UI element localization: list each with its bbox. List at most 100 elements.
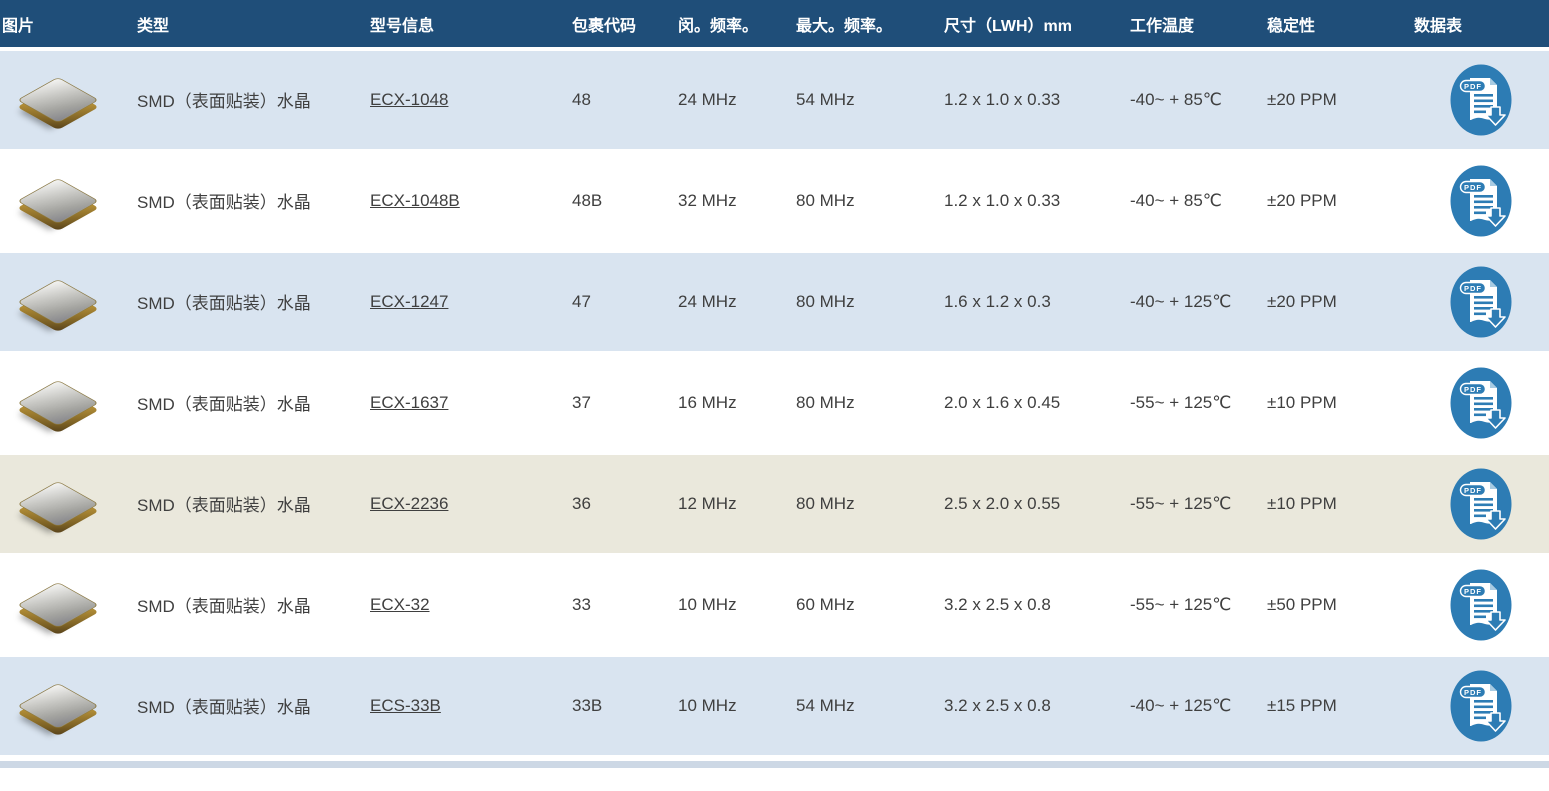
table-row: SMD（表面贴装）水晶 ECX-32 33 10 MHz 60 MHz 3.2 …: [0, 554, 1549, 657]
cell-stability: ±15 PPM: [1265, 655, 1412, 758]
cell-model: ECS-33B: [368, 655, 570, 758]
cell-datasheet: PDF: [1412, 655, 1549, 758]
pdf-badge-label: PDF: [1464, 385, 1482, 394]
product-table-body: SMD（表面贴装）水晶 ECX-1048 48 24 MHz 54 MHz 1.…: [0, 49, 1549, 758]
cell-max-frequency: 80 MHz: [794, 251, 942, 354]
cell-max-frequency: 80 MHz: [794, 150, 942, 253]
cell-dimensions: 2.5 x 2.0 x 0.55: [942, 453, 1128, 556]
model-link[interactable]: ECX-32: [370, 594, 430, 614]
model-link[interactable]: ECS-33B: [370, 695, 441, 715]
package-code-value: 36: [572, 493, 591, 513]
cell-image: [0, 352, 135, 455]
smd-crystal-photo: [12, 668, 108, 744]
type-label: SMD（表面贴装）水晶: [137, 92, 311, 112]
smd-crystal-photo: [12, 466, 108, 542]
cell-min-frequency: 24 MHz: [676, 49, 794, 152]
model-link[interactable]: ECX-1048B: [370, 190, 460, 210]
package-code-value: 33: [572, 594, 591, 614]
table-row: SMD（表面贴装）水晶 ECX-1637 37 16 MHz 80 MHz 2.…: [0, 352, 1549, 455]
type-label: SMD（表面贴装）水晶: [137, 294, 311, 313]
table-row: SMD（表面贴装）水晶 ECX-1247 47 24 MHz 80 MHz 1.…: [0, 251, 1549, 354]
pdf-badge: [1459, 382, 1486, 395]
min-frequency-value: 12 MHz: [678, 493, 737, 513]
cell-image: [0, 453, 135, 556]
cell-datasheet: PDF: [1412, 251, 1549, 354]
cell-type: SMD（表面贴装）水晶: [135, 251, 368, 354]
stability-value: ±15 PPM: [1267, 695, 1337, 715]
max-frequency-value: 54 MHz: [796, 89, 855, 109]
column-header-datasheet: 数据表: [1412, 0, 1549, 51]
pdf-document-fold: [1489, 481, 1497, 489]
cell-package-code: 33: [570, 554, 676, 657]
table-row: SMD（表面贴装）水晶 ECS-33B 33B 10 MHz 54 MHz 3.…: [0, 655, 1549, 758]
table-header: 图片 类型 型号信息 包裹代码 闵。频率。 最大。频率。 尺寸（LWH）mm 工…: [0, 0, 1549, 51]
column-header-package-code: 包裹代码: [570, 0, 676, 51]
cell-model: ECX-2236: [368, 453, 570, 556]
smd-crystal-photo: [12, 264, 108, 340]
model-link[interactable]: ECX-1247: [370, 291, 449, 311]
pdf-document-fold: [1489, 380, 1497, 388]
cell-type: SMD（表面贴装）水晶: [135, 453, 368, 556]
cell-package-code: 36: [570, 453, 676, 556]
cell-min-frequency: 16 MHz: [676, 352, 794, 455]
model-link[interactable]: ECX-1048: [370, 89, 449, 109]
min-frequency-value: 16 MHz: [678, 392, 737, 412]
model-link[interactable]: ECX-2236: [370, 493, 449, 513]
cell-dimensions: 2.0 x 1.6 x 0.45: [942, 352, 1128, 455]
cell-datasheet: PDF: [1412, 150, 1549, 253]
min-frequency-value: 24 MHz: [678, 291, 737, 311]
pdf-datasheet-icon[interactable]: PDF: [1450, 670, 1512, 742]
pdf-datasheet-icon[interactable]: PDF: [1450, 64, 1512, 136]
cell-type: SMD（表面贴装）水晶: [135, 150, 368, 253]
package-code-value: 37: [572, 392, 591, 412]
max-frequency-value: 54 MHz: [796, 695, 855, 715]
max-frequency-value: 60 MHz: [796, 594, 855, 614]
cell-min-frequency: 32 MHz: [676, 150, 794, 253]
package-code-value: 47: [572, 291, 591, 311]
column-header-type: 类型: [135, 0, 368, 51]
pdf-datasheet-icon[interactable]: PDF: [1450, 367, 1512, 439]
cell-package-code: 48: [570, 49, 676, 152]
operating-temperature-value: -40~ + 125℃: [1130, 291, 1232, 311]
pdf-datasheet-icon[interactable]: PDF: [1450, 165, 1512, 237]
type-label: SMD（表面贴装）水晶: [137, 597, 311, 616]
model-link[interactable]: ECX-1637: [370, 392, 449, 412]
cell-image: [0, 554, 135, 657]
operating-temperature-value: -40~ + 85℃: [1130, 190, 1222, 210]
package-code-value: 48B: [572, 190, 603, 210]
pdf-datasheet-icon[interactable]: PDF: [1450, 569, 1512, 641]
column-header-max-frequency: 最大。频率。: [794, 0, 942, 51]
cell-dimensions: 1.6 x 1.2 x 0.3: [942, 251, 1128, 354]
pdf-download-arrow-icon: [1484, 307, 1506, 328]
pdf-datasheet-icon[interactable]: PDF: [1450, 468, 1512, 540]
column-header-operating-temperature: 工作温度: [1128, 0, 1265, 51]
cell-dimensions: 1.2 x 1.0 x 0.33: [942, 150, 1128, 253]
stability-value: ±10 PPM: [1267, 392, 1337, 412]
pdf-datasheet-icon[interactable]: PDF: [1450, 266, 1512, 338]
cell-min-frequency: 10 MHz: [676, 655, 794, 758]
cell-operating-temperature: -40~ + 85℃: [1128, 150, 1265, 253]
cell-operating-temperature: -55~ + 125℃: [1128, 453, 1265, 556]
column-header-stability: 稳定性: [1265, 0, 1412, 51]
operating-temperature-value: -55~ + 125℃: [1130, 594, 1232, 614]
cell-max-frequency: 60 MHz: [794, 554, 942, 657]
max-frequency-value: 80 MHz: [796, 392, 855, 412]
operating-temperature-value: -40~ + 125℃: [1130, 695, 1232, 715]
stability-value: ±20 PPM: [1267, 89, 1337, 109]
type-label: SMD（表面贴装）水晶: [137, 193, 311, 212]
cell-type: SMD（表面贴装）水晶: [135, 554, 368, 657]
cell-min-frequency: 12 MHz: [676, 453, 794, 556]
cell-max-frequency: 54 MHz: [794, 655, 942, 758]
cell-stability: ±10 PPM: [1265, 352, 1412, 455]
cell-model: ECX-32: [368, 554, 570, 657]
crystal-metal-lid: [16, 379, 100, 426]
pdf-download-arrow-icon: [1484, 610, 1506, 631]
stability-value: ±20 PPM: [1267, 190, 1337, 210]
smd-crystal-photo: [12, 365, 108, 441]
cell-stability: ±20 PPM: [1265, 251, 1412, 354]
cell-stability: ±20 PPM: [1265, 150, 1412, 253]
dimensions-value: 2.5 x 2.0 x 0.55: [944, 493, 1061, 513]
dimensions-value: 2.0 x 1.6 x 0.45: [944, 392, 1061, 412]
cell-datasheet: PDF: [1412, 49, 1549, 152]
